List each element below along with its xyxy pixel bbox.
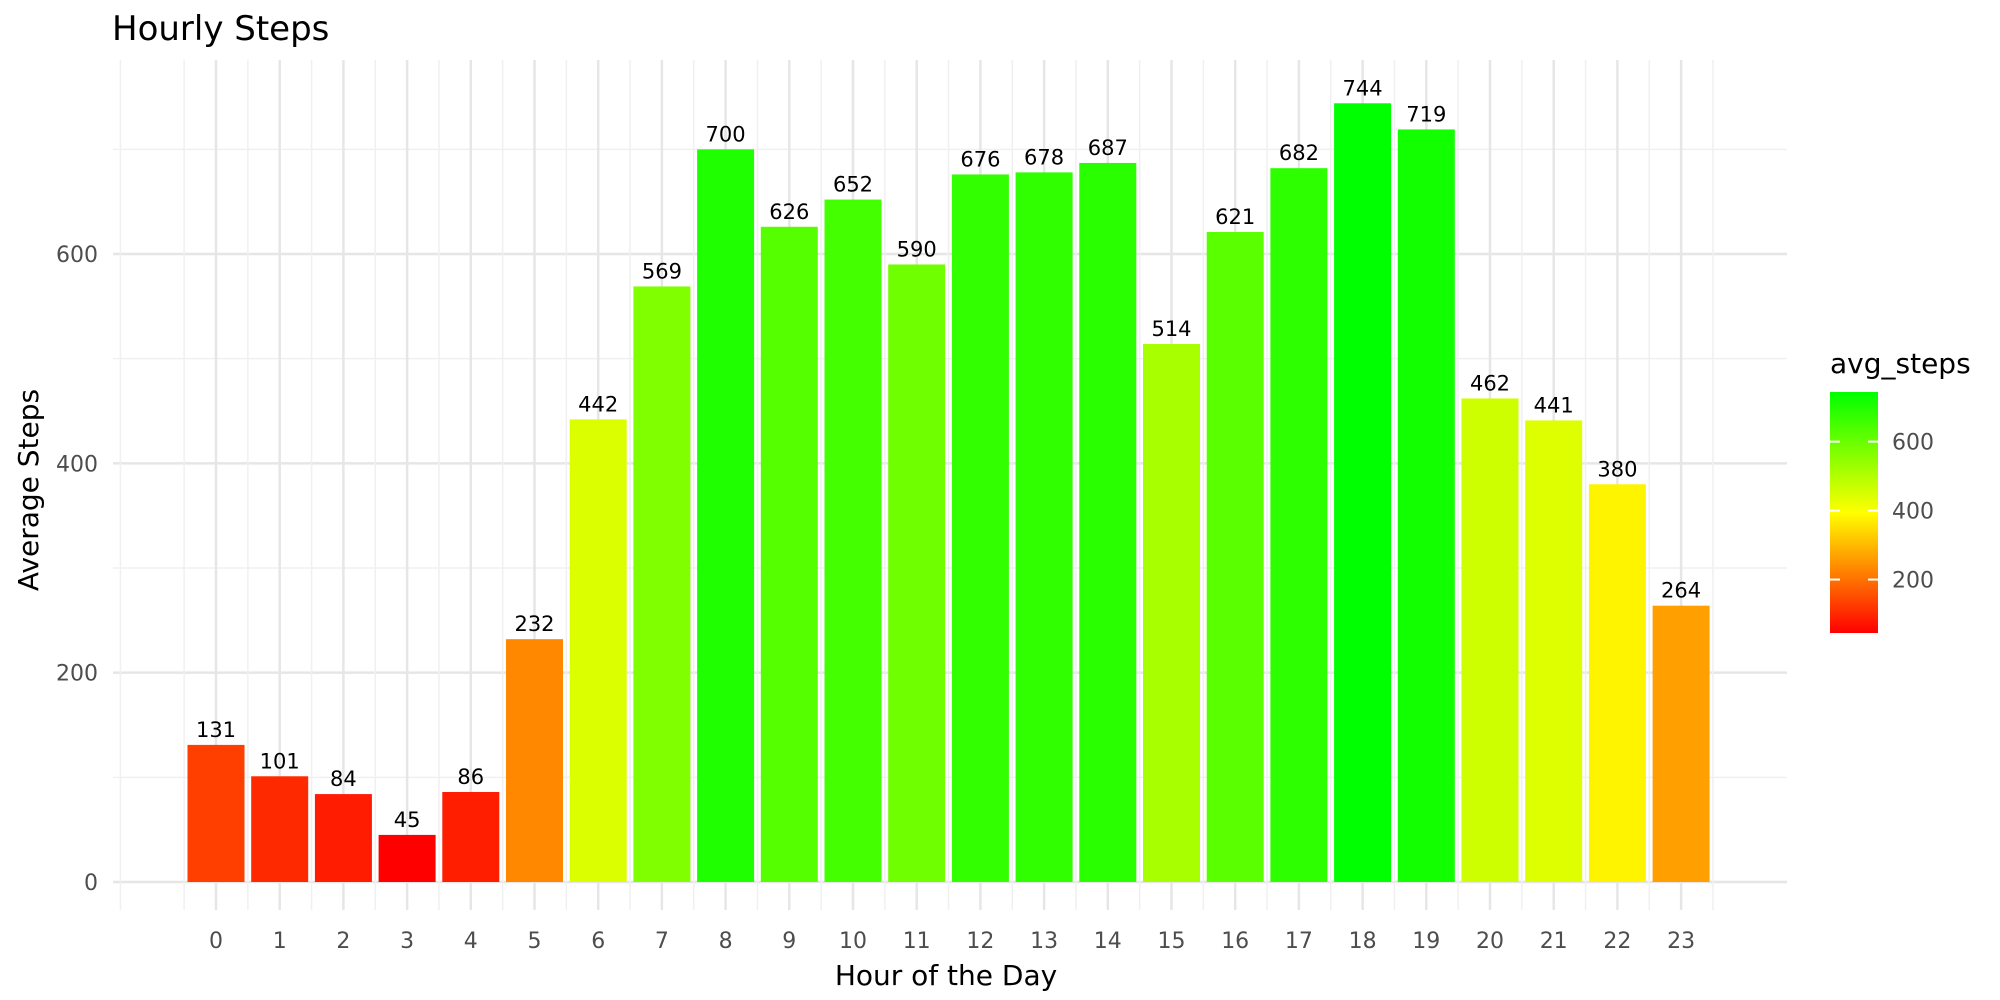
bar-hour-7 xyxy=(633,286,691,882)
x-tick-label: 23 xyxy=(1667,929,1695,954)
bar-value-label: 678 xyxy=(1024,145,1064,169)
x-tick-label: 0 xyxy=(209,929,223,954)
bar-value-label: 700 xyxy=(706,122,746,146)
x-tick-label: 14 xyxy=(1094,929,1122,954)
x-tick-label: 9 xyxy=(782,929,796,954)
bar-hour-1 xyxy=(251,776,309,882)
bar-hour-22 xyxy=(1588,484,1646,882)
bar-hour-21 xyxy=(1525,420,1583,882)
x-tick-label: 8 xyxy=(719,929,733,954)
y-tick-label: 400 xyxy=(56,452,98,477)
bars xyxy=(187,103,1710,883)
x-tick-label: 22 xyxy=(1603,929,1631,954)
bar-value-label: 719 xyxy=(1406,102,1446,126)
bar-value-label: 744 xyxy=(1343,76,1383,100)
x-tick-label: 17 xyxy=(1285,929,1313,954)
x-tick-labels: 0 1 2 3 4 5 6 7 8 9 10 11 12 13 14 15 16 17 18 19 20 21 22 23 xyxy=(209,929,1695,954)
bar-value-label: 676 xyxy=(960,147,1000,171)
bar-value-label: 682 xyxy=(1279,141,1319,165)
y-tick-label: 0 xyxy=(84,871,98,896)
x-tick-label: 21 xyxy=(1540,929,1568,954)
bar-value-label: 626 xyxy=(769,200,809,224)
bar-value-label: 442 xyxy=(578,392,618,416)
bar-hour-6 xyxy=(569,419,627,882)
x-tick-label: 5 xyxy=(528,929,542,954)
x-tick-label: 15 xyxy=(1158,929,1186,954)
bar-hour-12 xyxy=(951,174,1009,882)
bar-hour-3 xyxy=(378,834,436,882)
x-tick-label: 6 xyxy=(591,929,605,954)
bar-value-label: 232 xyxy=(514,612,554,636)
legend-colorbar xyxy=(1830,392,1878,633)
bar-hour-15 xyxy=(1143,344,1200,883)
x-tick-label: 16 xyxy=(1221,929,1249,954)
bar-hour-23 xyxy=(1652,605,1710,882)
bar-hour-14 xyxy=(1079,162,1137,882)
x-tick-label: 19 xyxy=(1412,929,1440,954)
bar-value-label: 569 xyxy=(642,259,682,283)
x-tick-label: 3 xyxy=(400,929,414,954)
y-axis-title: Average Steps xyxy=(12,389,45,591)
bar-value-label: 652 xyxy=(833,173,873,197)
bar-labels: 131 101 84 45 86 232 442 569 700 626 652 590 676 678 6… xyxy=(196,76,1701,832)
legend-tick-label: 600 xyxy=(1892,431,1934,456)
x-axis-title: Hour of the Day xyxy=(835,959,1057,992)
legend: avg_steps 200 400 600 xyxy=(1830,347,1971,633)
x-tick-label: 20 xyxy=(1476,929,1504,954)
x-tick-label: 18 xyxy=(1349,929,1377,954)
bar-hour-13 xyxy=(1015,172,1073,883)
x-tick-label: 12 xyxy=(966,929,994,954)
bar-value-label: 264 xyxy=(1661,579,1701,603)
bar-value-label: 621 xyxy=(1215,205,1255,229)
bar-hour-20 xyxy=(1461,398,1519,882)
bar-value-label: 45 xyxy=(394,808,421,832)
bar-hour-10 xyxy=(824,199,882,882)
bar-hour-0 xyxy=(187,744,245,882)
legend-ticks: 200 400 600 xyxy=(1830,431,1934,594)
bar-value-label: 84 xyxy=(330,767,357,791)
legend-title: avg_steps xyxy=(1830,347,1971,380)
bar-value-label: 687 xyxy=(1088,136,1128,160)
bar-value-label: 590 xyxy=(897,237,937,261)
legend-tick-label: 200 xyxy=(1892,569,1934,594)
bar-value-label: 86 xyxy=(457,765,484,789)
bar-value-label: 380 xyxy=(1597,457,1637,481)
y-tick-label: 600 xyxy=(56,243,98,268)
bar-hour-19 xyxy=(1397,129,1455,883)
chart-title: Hourly Steps xyxy=(112,9,329,49)
y-tick-labels: 0 200 400 600 xyxy=(56,243,98,896)
x-tick-label: 4 xyxy=(464,929,478,954)
x-tick-label: 2 xyxy=(336,929,350,954)
bar-hour-16 xyxy=(1206,232,1264,882)
bar-value-label: 441 xyxy=(1534,393,1574,417)
legend-tick-label: 400 xyxy=(1892,500,1934,525)
x-tick-label: 10 xyxy=(839,929,867,954)
x-tick-label: 1 xyxy=(273,929,287,954)
bar-hour-5 xyxy=(506,639,563,882)
bar-value-label: 462 xyxy=(1470,371,1510,395)
x-tick-label: 11 xyxy=(903,929,931,954)
bar-value-label: 514 xyxy=(1151,317,1191,341)
bar-value-label: 131 xyxy=(196,718,236,742)
y-tick-label: 200 xyxy=(56,662,98,687)
bar-hour-8 xyxy=(697,149,755,883)
bar-hour-4 xyxy=(442,791,500,882)
bar-hour-11 xyxy=(888,264,946,882)
bar-hour-2 xyxy=(314,794,372,882)
x-tick-label: 7 xyxy=(655,929,669,954)
x-tick-label: 13 xyxy=(1030,929,1058,954)
bar-hour-9 xyxy=(760,226,818,882)
bar-value-label: 101 xyxy=(260,749,300,773)
bar-hour-18 xyxy=(1334,103,1392,882)
bar-hour-17 xyxy=(1270,168,1328,882)
